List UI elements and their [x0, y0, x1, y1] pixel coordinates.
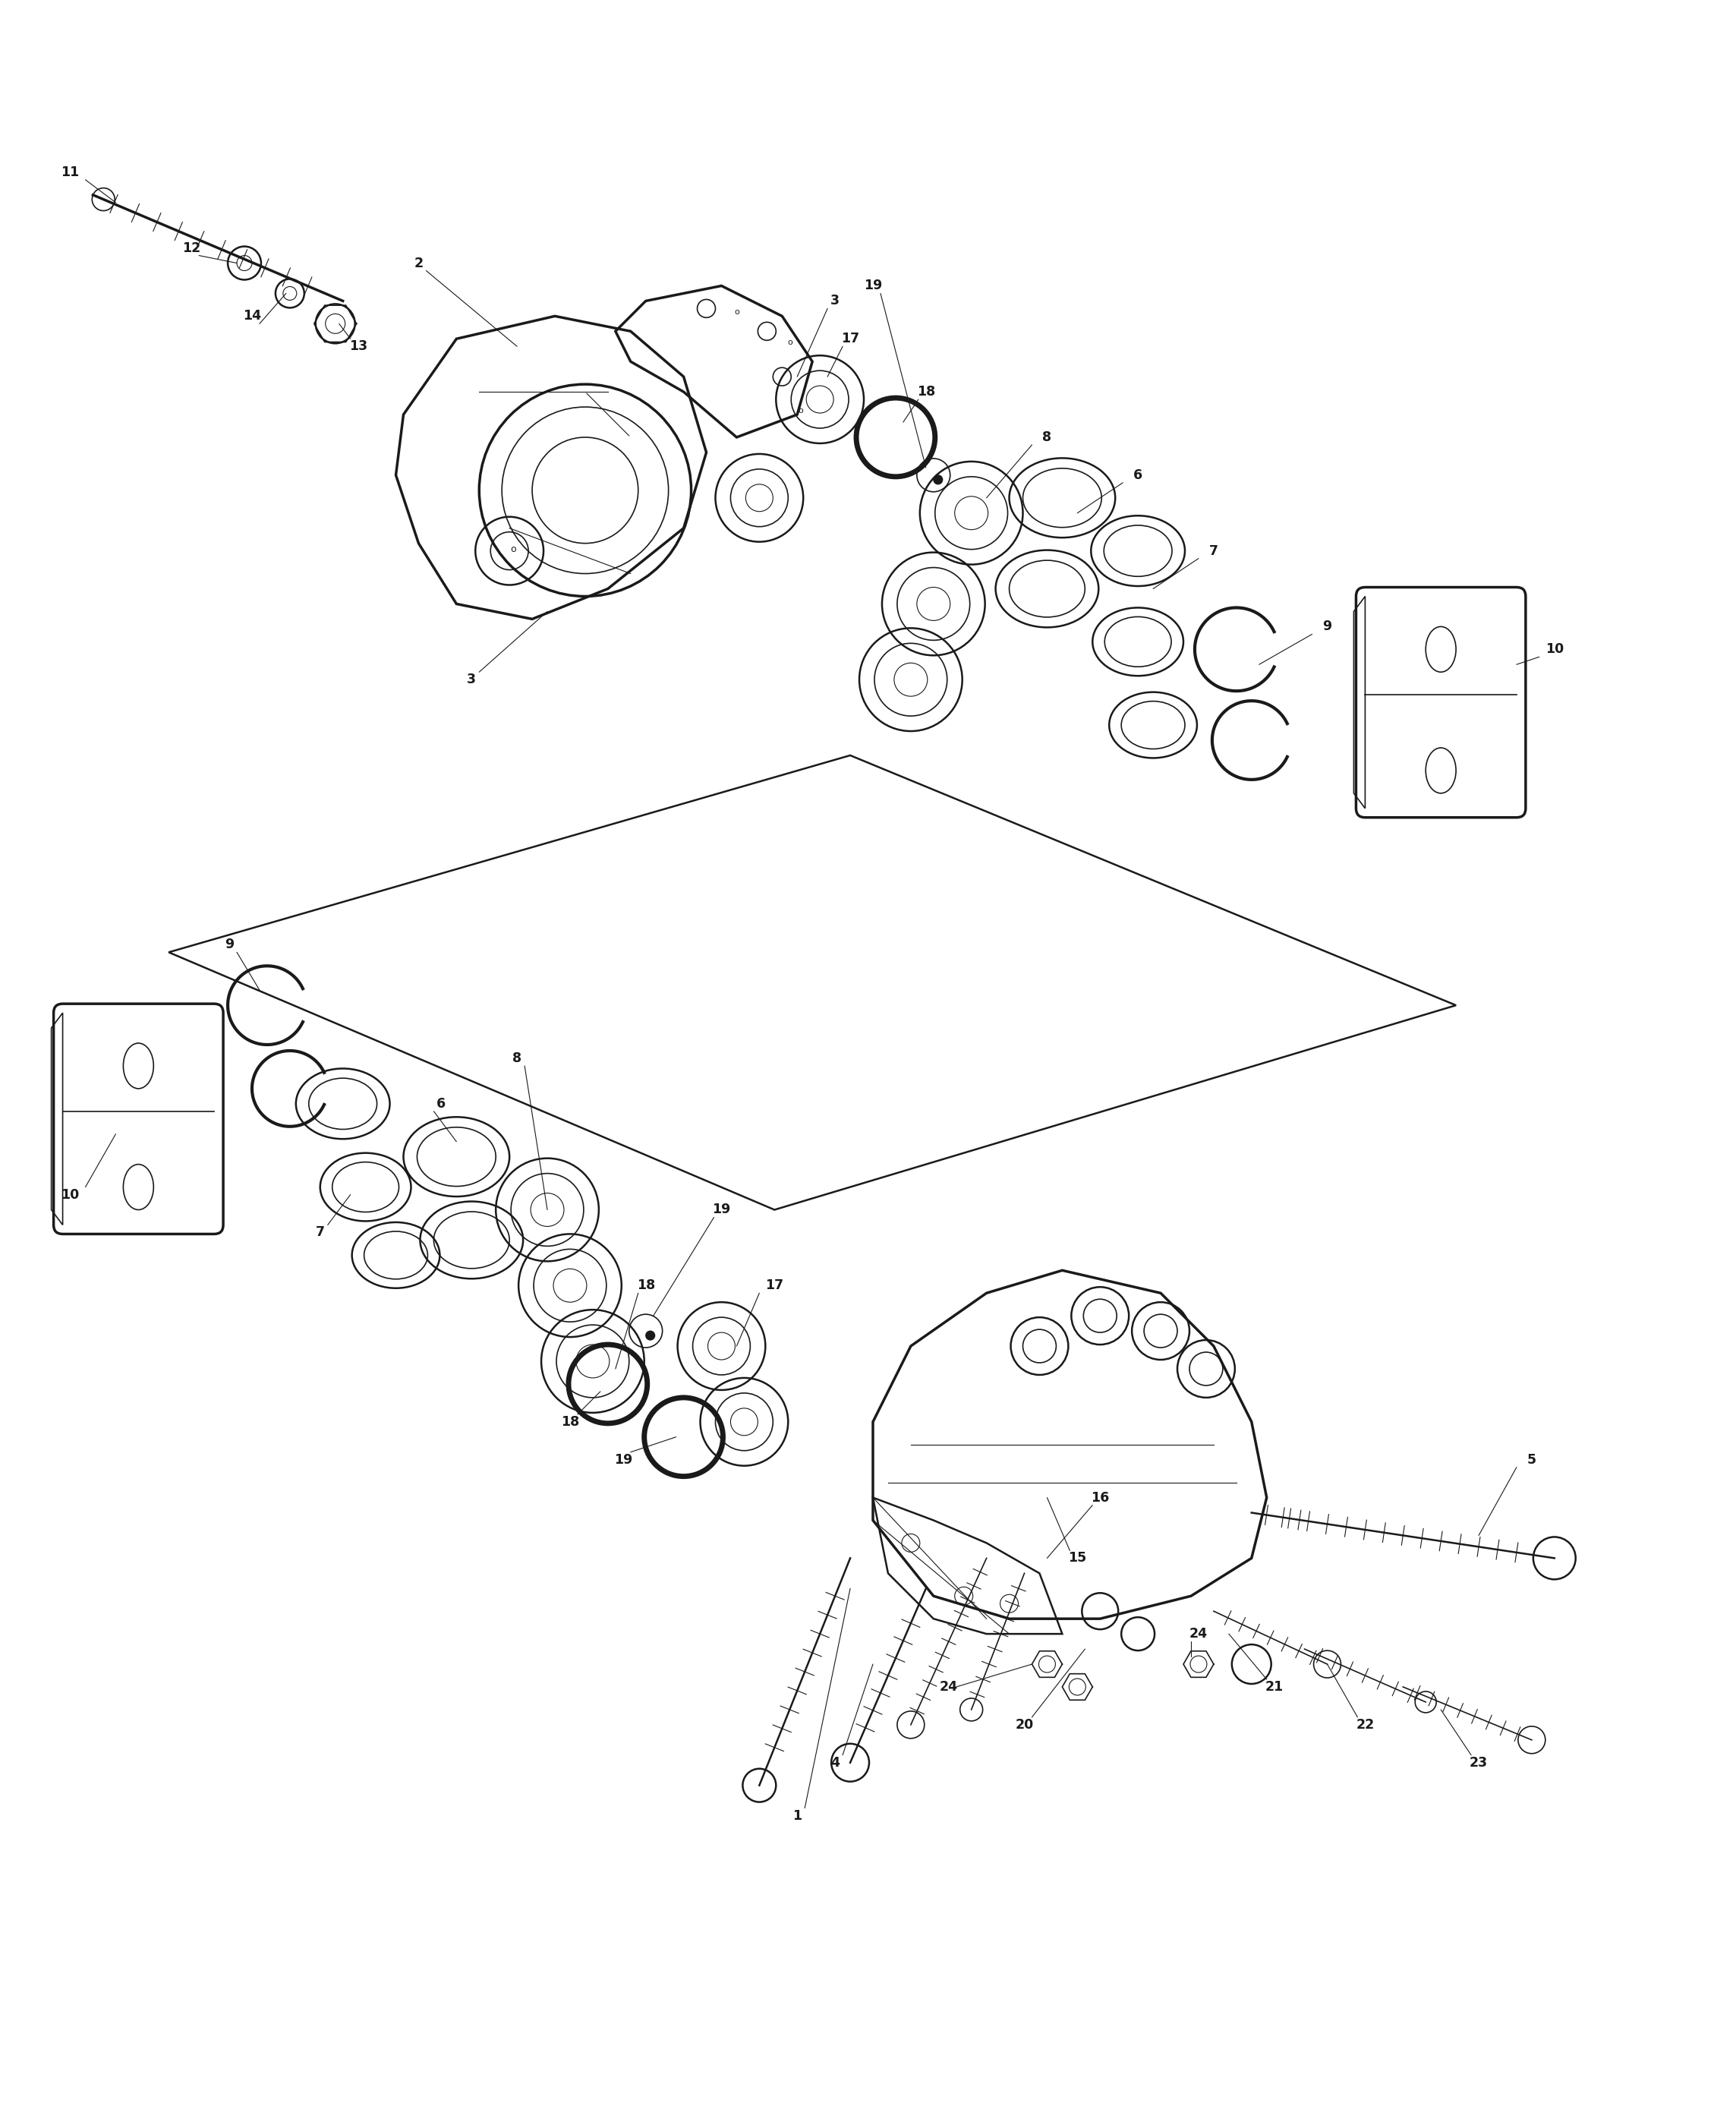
Text: 6: 6 [437, 1097, 446, 1110]
Text: 3: 3 [467, 672, 476, 687]
Circle shape [1314, 1651, 1340, 1678]
Text: 8: 8 [1043, 430, 1052, 444]
Circle shape [898, 1712, 924, 1737]
Circle shape [743, 1769, 776, 1803]
Text: 13: 13 [349, 339, 366, 354]
Text: 22: 22 [1356, 1718, 1375, 1731]
Circle shape [759, 322, 776, 341]
Text: 20: 20 [1016, 1718, 1033, 1731]
Text: 23: 23 [1470, 1756, 1488, 1769]
Text: 16: 16 [1090, 1491, 1109, 1504]
Text: 24: 24 [939, 1681, 958, 1693]
Text: 1: 1 [793, 1809, 802, 1822]
Text: 2: 2 [413, 257, 424, 270]
Text: 12: 12 [182, 240, 201, 255]
Text: 18: 18 [917, 385, 936, 398]
Text: 11: 11 [61, 166, 80, 179]
Circle shape [773, 369, 792, 385]
Text: o: o [510, 545, 516, 554]
Text: 7: 7 [316, 1226, 325, 1238]
Text: 8: 8 [512, 1051, 521, 1066]
Text: 6: 6 [1134, 468, 1142, 482]
Circle shape [1517, 1727, 1545, 1754]
Text: 7: 7 [1208, 543, 1219, 558]
Text: o: o [786, 339, 792, 345]
Circle shape [932, 474, 943, 484]
Text: 18: 18 [637, 1278, 654, 1293]
Text: 10: 10 [1545, 642, 1564, 657]
Text: 9: 9 [1323, 619, 1332, 634]
Circle shape [832, 1744, 870, 1782]
Circle shape [92, 187, 115, 211]
Text: 3: 3 [830, 295, 840, 307]
Circle shape [1415, 1691, 1436, 1712]
Text: o: o [799, 406, 804, 415]
Circle shape [960, 1697, 983, 1721]
Text: 24: 24 [1189, 1628, 1208, 1641]
Text: 21: 21 [1266, 1681, 1283, 1693]
Text: 17: 17 [840, 333, 859, 345]
Text: 4: 4 [830, 1756, 840, 1769]
Circle shape [698, 299, 715, 318]
Text: 14: 14 [243, 310, 260, 322]
Text: 19: 19 [865, 278, 882, 293]
Text: 15: 15 [1068, 1552, 1087, 1565]
Text: 10: 10 [61, 1188, 80, 1200]
Text: 19: 19 [712, 1203, 731, 1217]
Text: o: o [734, 307, 740, 316]
Circle shape [1533, 1537, 1576, 1580]
Text: 5: 5 [1528, 1453, 1536, 1466]
Text: 19: 19 [615, 1453, 632, 1466]
Circle shape [646, 1331, 654, 1342]
Text: 17: 17 [766, 1278, 783, 1293]
Text: 18: 18 [561, 1415, 580, 1428]
Text: 9: 9 [224, 937, 234, 952]
